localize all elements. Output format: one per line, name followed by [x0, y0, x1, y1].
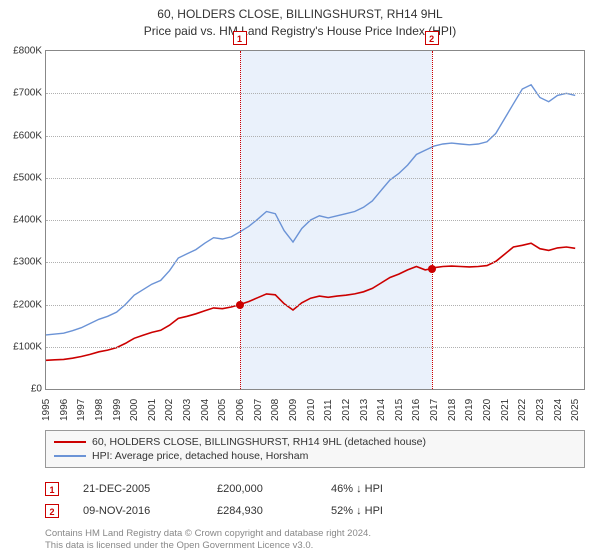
- y-tick-label: £100K: [13, 341, 46, 352]
- x-tick-label: 2023: [535, 399, 546, 421]
- x-tick-label: 2000: [129, 399, 140, 421]
- transaction-price: £284,930: [217, 505, 307, 517]
- transaction-pct: 46% ↓ HPI: [331, 483, 441, 495]
- marker-vline: [240, 51, 241, 389]
- transaction-row: 1 21-DEC-2005 £200,000 46% ↓ HPI: [45, 478, 585, 500]
- x-tick-label: 1998: [94, 399, 105, 421]
- y-tick-label: £400K: [13, 215, 46, 226]
- legend-swatch: [54, 441, 86, 443]
- marker-dot: [236, 301, 244, 309]
- title-subtitle: Price paid vs. HM Land Registry's House …: [0, 23, 600, 40]
- x-tick-label: 1999: [112, 399, 123, 421]
- transactions-table: 1 21-DEC-2005 £200,000 46% ↓ HPI 2 09-NOV-201…: [45, 478, 585, 522]
- transaction-pct: 52% ↓ HPI: [331, 505, 441, 517]
- x-tick-label: 2025: [570, 399, 581, 421]
- legend-box: 60, HOLDERS CLOSE, BILLINGSHURST, RH14 9…: [45, 430, 585, 468]
- x-tick-label: 1997: [76, 399, 87, 421]
- gridline-h: [46, 178, 584, 179]
- marker-number-box: 1: [233, 31, 247, 45]
- chart-container: 60, HOLDERS CLOSE, BILLINGSHURST, RH14 9…: [0, 0, 600, 560]
- legend-row: HPI: Average price, detached house, Hors…: [54, 449, 576, 463]
- y-tick-label: £700K: [13, 88, 46, 99]
- transaction-marker: 1: [45, 482, 59, 496]
- marker-vline: [432, 51, 433, 389]
- x-tick-label: 2008: [270, 399, 281, 421]
- series-property: [46, 243, 575, 360]
- x-tick-label: 2004: [200, 399, 211, 421]
- transaction-date: 09-NOV-2016: [83, 505, 193, 517]
- x-tick-label: 2019: [464, 399, 475, 421]
- y-tick-label: £0: [31, 384, 46, 395]
- legend-swatch: [54, 455, 86, 457]
- x-tick-label: 2012: [341, 399, 352, 421]
- x-tick-label: 2003: [182, 399, 193, 421]
- chart-plot-area: £0£100K£200K£300K£400K£500K£600K£700K£80…: [45, 50, 585, 390]
- y-tick-label: £800K: [13, 46, 46, 57]
- x-tick-label: 2021: [500, 399, 511, 421]
- footnote-line1: Contains HM Land Registry data © Crown c…: [45, 528, 585, 540]
- x-tick-label: 2005: [217, 399, 228, 421]
- x-tick-label: 2010: [306, 399, 317, 421]
- title-block: 60, HOLDERS CLOSE, BILLINGSHURST, RH14 9…: [0, 0, 600, 40]
- y-tick-label: £200K: [13, 299, 46, 310]
- legend-label: 60, HOLDERS CLOSE, BILLINGSHURST, RH14 9…: [92, 436, 426, 448]
- x-tick-label: 2020: [482, 399, 493, 421]
- y-tick-label: £600K: [13, 130, 46, 141]
- x-tick-label: 2014: [376, 399, 387, 421]
- legend-row: 60, HOLDERS CLOSE, BILLINGSHURST, RH14 9…: [54, 435, 576, 449]
- x-tick-label: 2001: [147, 399, 158, 421]
- x-tick-label: 2017: [429, 399, 440, 421]
- gridline-h: [46, 305, 584, 306]
- gridline-h: [46, 220, 584, 221]
- y-tick-label: £500K: [13, 172, 46, 183]
- x-tick-label: 2002: [164, 399, 175, 421]
- transaction-row: 2 09-NOV-2016 £284,930 52% ↓ HPI: [45, 500, 585, 522]
- gridline-h: [46, 136, 584, 137]
- x-tick-label: 2013: [359, 399, 370, 421]
- footnote: Contains HM Land Registry data © Crown c…: [45, 528, 585, 553]
- x-tick-label: 2007: [253, 399, 264, 421]
- x-tick-label: 2024: [553, 399, 564, 421]
- title-address: 60, HOLDERS CLOSE, BILLINGSHURST, RH14 9…: [0, 6, 600, 23]
- x-tick-label: 2011: [323, 399, 334, 421]
- x-tick-label: 1995: [41, 399, 52, 421]
- x-tick-label: 2022: [517, 399, 528, 421]
- x-tick-label: 2018: [447, 399, 458, 421]
- gridline-h: [46, 93, 584, 94]
- transaction-marker: 2: [45, 504, 59, 518]
- y-tick-label: £300K: [13, 257, 46, 268]
- transaction-price: £200,000: [217, 483, 307, 495]
- footnote-line2: This data is licensed under the Open Gov…: [45, 540, 585, 552]
- gridline-h: [46, 262, 584, 263]
- x-tick-label: 2015: [394, 399, 405, 421]
- x-tick-label: 2009: [288, 399, 299, 421]
- marker-dot: [428, 265, 436, 273]
- x-tick-label: 2006: [235, 399, 246, 421]
- legend-label: HPI: Average price, detached house, Hors…: [92, 450, 308, 462]
- x-tick-label: 1996: [59, 399, 70, 421]
- gridline-h: [46, 347, 584, 348]
- marker-number-box: 2: [425, 31, 439, 45]
- transaction-date: 21-DEC-2005: [83, 483, 193, 495]
- x-tick-label: 2016: [411, 399, 422, 421]
